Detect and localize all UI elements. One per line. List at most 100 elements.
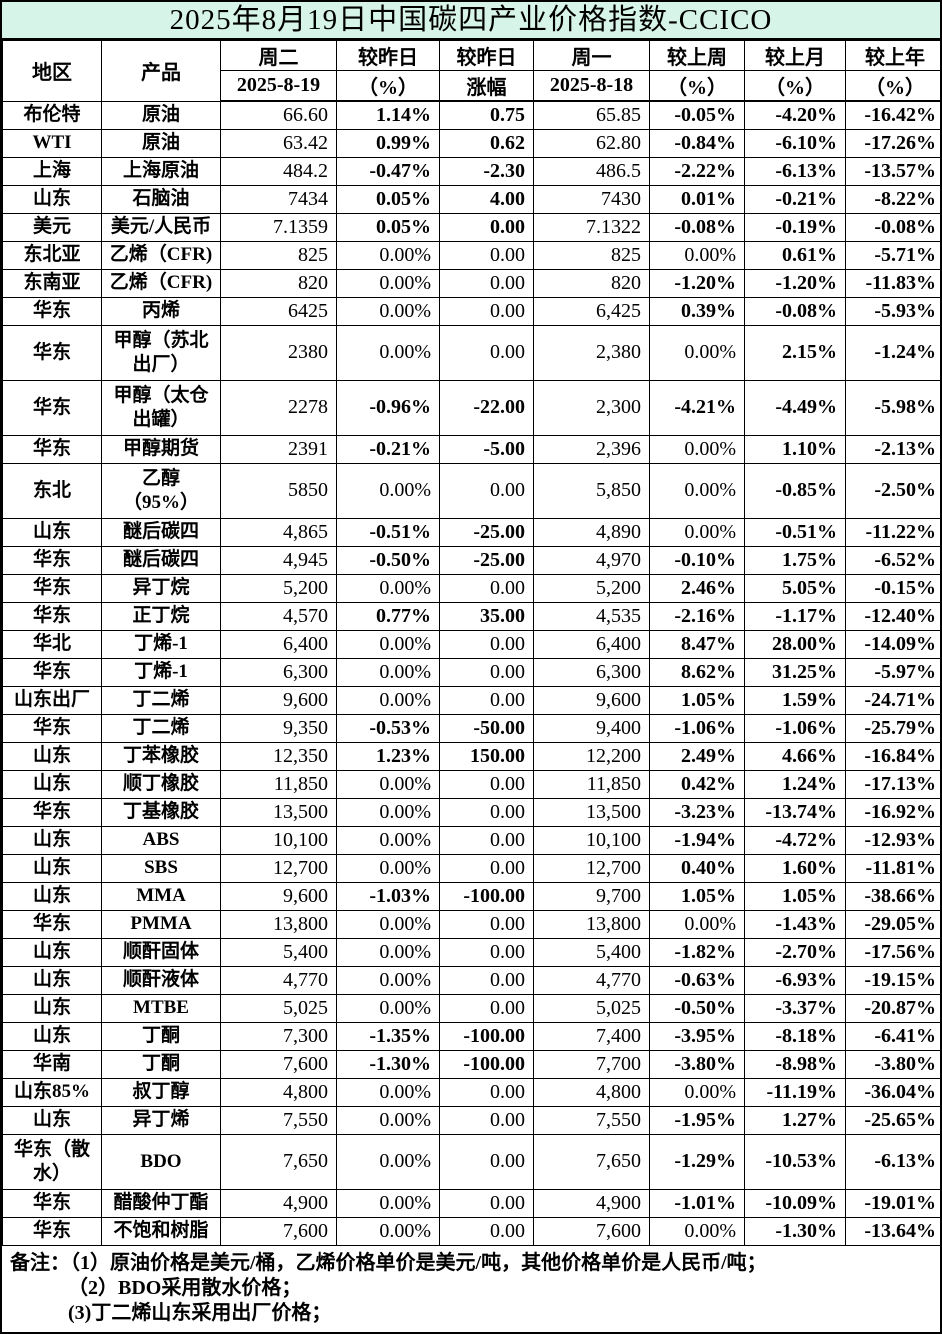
cell-yday-change: 0.00 [440,798,534,826]
notes: 备注：（1）原油价格是美元/桶，乙烯价格单价是美元/吨，其他价格单价是人民币/吨… [2,1246,940,1332]
cell-vs-month-pct: -0.08% [745,297,846,325]
cell-vs-week-pct: 1.05% [650,882,745,910]
cell-region: 华东 [3,1217,102,1245]
cell-region: 美元 [3,213,102,241]
cell-vs-week-pct: -0.50% [650,994,745,1022]
cell-product: 醚后碳四 [102,518,221,546]
cell-monday-price: 4,890 [534,518,650,546]
cell-vs-month-pct: -1.43% [745,910,846,938]
cell-vs-month-pct: -13.74% [745,798,846,826]
cell-vs-year-pct: -11.81% [846,854,942,882]
cell-monday-price: 4,770 [534,966,650,994]
cell-yday-change: 0.00 [440,630,534,658]
cell-product: SBS [102,854,221,882]
cell-vs-month-pct: 1.24% [745,770,846,798]
cell-vs-year-pct: -25.79% [846,714,942,742]
cell-yday-change: 35.00 [440,602,534,630]
cell-product: 乙烯（CFR) [102,269,221,297]
cell-vs-year-pct: -2.50% [846,463,942,518]
cell-vs-yday-pct: 0.00% [337,574,440,602]
cell-vs-week-pct: -0.63% [650,966,745,994]
cell-monday-price: 65.85 [534,101,650,129]
cell-vs-month-pct: -6.93% [745,966,846,994]
cell-product: 原油 [102,101,221,129]
cell-tuesday-price: 4,800 [221,1078,337,1106]
cell-monday-price: 486.5 [534,157,650,185]
cell-region: 山东85% [3,1078,102,1106]
cell-vs-yday-pct: 0.00% [337,994,440,1022]
cell-region: 山东 [3,1022,102,1050]
cell-vs-month-pct: -10.53% [745,1134,846,1189]
cell-vs-week-pct: 1.05% [650,686,745,714]
cell-region: 华东 [3,658,102,686]
cell-yday-change: -100.00 [440,882,534,910]
cell-yday-change: 0.00 [440,1134,534,1189]
cell-monday-price: 12,700 [534,854,650,882]
cell-yday-change: 0.00 [440,269,534,297]
cell-vs-yday-pct: 0.00% [337,325,440,380]
cell-yday-change: -25.00 [440,518,534,546]
cell-vs-week-pct: 0.00% [650,435,745,463]
cell-monday-price: 5,850 [534,463,650,518]
cell-tuesday-price: 4,945 [221,546,337,574]
cell-vs-yday-pct: -0.21% [337,435,440,463]
cell-product: 甲醇期货 [102,435,221,463]
cell-vs-month-pct: -1.17% [745,602,846,630]
cell-product: 丙烯 [102,297,221,325]
cell-monday-price: 7,600 [534,1217,650,1245]
note-line-3: (3)丁二烯山东采用出厂价格； [10,1301,934,1326]
cell-monday-price: 7,650 [534,1134,650,1189]
cell-vs-yday-pct: 0.00% [337,269,440,297]
cell-tuesday-price: 5850 [221,463,337,518]
cell-vs-year-pct: -2.13% [846,435,942,463]
cell-vs-week-pct: -1.82% [650,938,745,966]
cell-product: 上海原油 [102,157,221,185]
cell-monday-price: 5,400 [534,938,650,966]
cell-yday-change: 0.00 [440,213,534,241]
cell-tuesday-price: 4,900 [221,1189,337,1217]
cell-product: 醚后碳四 [102,546,221,574]
cell-vs-yday-pct: 0.77% [337,602,440,630]
cell-vs-week-pct: -4.21% [650,380,745,435]
column-header-vs-month-top: 较上月 [745,41,846,71]
cell-tuesday-price: 7,300 [221,1022,337,1050]
cell-monday-price: 11,850 [534,770,650,798]
cell-yday-change: 0.00 [440,1106,534,1134]
cell-product: 丁烯-1 [102,658,221,686]
cell-monday-price: 9,700 [534,882,650,910]
cell-vs-yday-pct: 0.00% [337,938,440,966]
price-table: 地区 产品 周二 较昨日 较昨日 周一 较上周 较上月 较上年 2025-8-1… [2,40,942,1246]
cell-vs-week-pct: 0.42% [650,770,745,798]
cell-vs-yday-pct: 0.00% [337,910,440,938]
cell-region: 山东 [3,994,102,1022]
cell-product: ABS [102,826,221,854]
cell-product: 顺酐固体 [102,938,221,966]
cell-vs-week-pct: -1.94% [650,826,745,854]
cell-product: 丁二烯 [102,714,221,742]
cell-vs-week-pct: -2.16% [650,602,745,630]
cell-monday-price: 10,100 [534,826,650,854]
cell-tuesday-price: 820 [221,269,337,297]
cell-vs-week-pct: -1.95% [650,1106,745,1134]
cell-region: 华东 [3,325,102,380]
cell-region: 华东 [3,297,102,325]
cell-tuesday-price: 7,600 [221,1050,337,1078]
cell-vs-week-pct: 0.01% [650,185,745,213]
cell-region: 东北亚 [3,241,102,269]
column-header-vs-yday-top: 较昨日 [337,41,440,71]
cell-yday-change: 0.00 [440,241,534,269]
cell-vs-yday-pct: -0.50% [337,546,440,574]
cell-monday-price: 6,425 [534,297,650,325]
cell-yday-change: 0.00 [440,325,534,380]
cell-product: 原油 [102,129,221,157]
